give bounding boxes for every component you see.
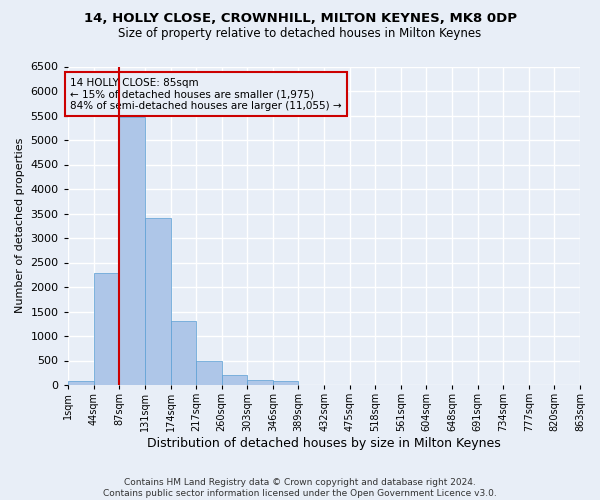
X-axis label: Distribution of detached houses by size in Milton Keynes: Distribution of detached houses by size … bbox=[147, 437, 501, 450]
Text: 14, HOLLY CLOSE, CROWNHILL, MILTON KEYNES, MK8 0DP: 14, HOLLY CLOSE, CROWNHILL, MILTON KEYNE… bbox=[83, 12, 517, 26]
Bar bbox=[68, 382, 94, 385]
Bar bbox=[222, 375, 247, 385]
Bar bbox=[94, 274, 119, 385]
Bar bbox=[119, 118, 145, 385]
Y-axis label: Number of detached properties: Number of detached properties bbox=[15, 138, 25, 314]
Bar bbox=[170, 321, 196, 385]
Text: Size of property relative to detached houses in Milton Keynes: Size of property relative to detached ho… bbox=[118, 28, 482, 40]
Text: 14 HOLLY CLOSE: 85sqm
← 15% of detached houses are smaller (1,975)
84% of semi-d: 14 HOLLY CLOSE: 85sqm ← 15% of detached … bbox=[70, 78, 342, 111]
Text: Contains HM Land Registry data © Crown copyright and database right 2024.
Contai: Contains HM Land Registry data © Crown c… bbox=[103, 478, 497, 498]
Bar bbox=[196, 361, 222, 385]
Bar bbox=[145, 218, 170, 385]
Bar bbox=[273, 382, 298, 385]
Bar bbox=[247, 380, 273, 385]
